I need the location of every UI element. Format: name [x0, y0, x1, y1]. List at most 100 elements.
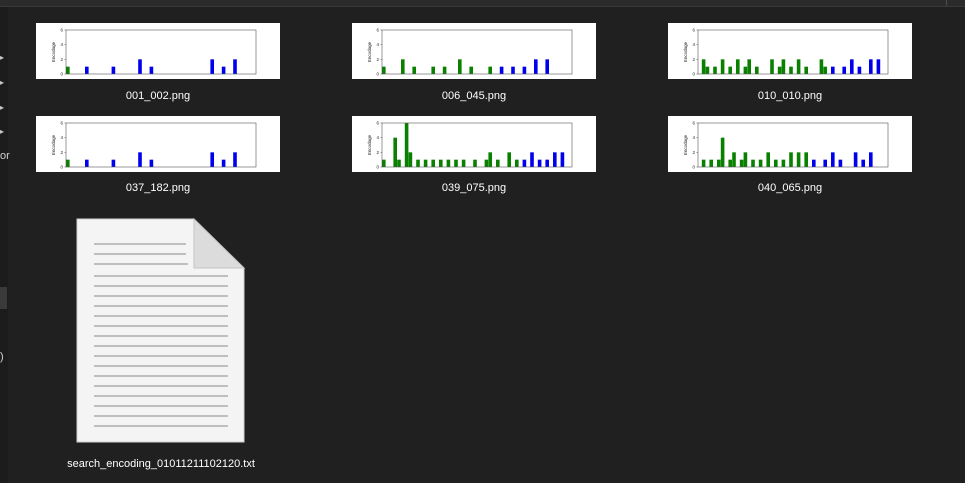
- bar: [515, 159, 519, 167]
- bar: [484, 159, 489, 167]
- y-tick-label: 4: [60, 42, 63, 47]
- bar: [861, 159, 866, 167]
- bar: [777, 66, 782, 74]
- y-tick-label: 6: [376, 121, 379, 126]
- bar: [439, 159, 443, 167]
- bar: [469, 66, 474, 74]
- y-tick-label: 2: [376, 150, 379, 155]
- file-item[interactable]: search_encoding_01011211102120.txt: [67, 217, 255, 470]
- bar: [728, 66, 733, 74]
- bar: [66, 159, 70, 167]
- text-document-icon: [76, 217, 246, 443]
- navigation-pane[interactable]: ▸ ▸ ▸ ▸ or ): [0, 7, 10, 483]
- y-tick-label: 4: [376, 42, 379, 47]
- bar: [111, 159, 116, 167]
- y-axis-label: Encodage: [683, 134, 688, 155]
- bar: [747, 59, 752, 74]
- bar: [789, 152, 793, 167]
- file-name: 039_075.png: [441, 182, 507, 194]
- pin-icon[interactable]: ▸: [0, 103, 5, 112]
- bar: [823, 159, 828, 167]
- y-tick-label: 0: [376, 165, 379, 170]
- image-thumbnail: Encodage 6 4 2 0: [668, 23, 912, 79]
- bar: [560, 152, 565, 167]
- bar: [736, 59, 740, 74]
- plot-frame: [65, 29, 257, 75]
- bar: [819, 59, 824, 74]
- y-tick-label: 0: [692, 72, 695, 77]
- y-tick-label: 4: [692, 42, 695, 47]
- bar: [789, 66, 793, 74]
- bar: [766, 152, 771, 167]
- y-axis-label: Encodage: [51, 134, 56, 155]
- y-tick-label: 4: [376, 135, 379, 140]
- bar: [850, 59, 854, 74]
- bar: [401, 59, 405, 74]
- top-strip: [0, 0, 965, 7]
- y-axis-label: Encodage: [683, 41, 688, 62]
- bar: [545, 59, 550, 74]
- bar: [138, 152, 142, 167]
- bar: [416, 159, 420, 167]
- bar: [534, 59, 538, 74]
- nav-item-selected[interactable]: [0, 287, 7, 309]
- bar: [473, 159, 477, 167]
- bar: [431, 66, 436, 74]
- chart: Encodage 6 4 2 0: [51, 121, 257, 170]
- pin-icon[interactable]: ▸: [0, 127, 5, 136]
- bar: [488, 66, 493, 74]
- bar: [713, 66, 717, 74]
- bar: [149, 66, 154, 74]
- file-name: 040_065.png: [757, 182, 823, 194]
- bar: [545, 159, 550, 167]
- bar: [393, 137, 398, 167]
- y-tick-label: 0: [376, 72, 379, 77]
- bar: [804, 66, 809, 74]
- bar: [857, 66, 862, 74]
- bar: [522, 159, 527, 167]
- bar: [755, 66, 759, 74]
- bar: [66, 66, 70, 74]
- pin-icon[interactable]: ▸: [0, 53, 5, 62]
- bar: [210, 59, 215, 74]
- nav-item-label[interactable]: ): [0, 351, 4, 363]
- bar: [720, 137, 725, 167]
- bar: [382, 66, 386, 74]
- nav-item-label[interactable]: or: [0, 150, 10, 162]
- bar: [781, 59, 786, 74]
- bar: [149, 159, 154, 167]
- y-tick-label: 2: [60, 57, 63, 62]
- y-tick-label: 6: [60, 121, 63, 126]
- bar: [553, 152, 557, 167]
- y-tick-label: 6: [692, 28, 695, 33]
- y-tick-label: 2: [692, 150, 695, 155]
- bar: [728, 159, 733, 167]
- bar: [739, 159, 744, 167]
- bar: [221, 159, 226, 167]
- bar: [233, 59, 237, 74]
- image-thumbnail: Encodage 6 4 2 0: [36, 116, 280, 172]
- bar: [461, 159, 466, 167]
- bar: [853, 152, 858, 167]
- bar: [823, 66, 828, 74]
- y-tick-label: 0: [60, 165, 63, 170]
- bar: [111, 66, 116, 74]
- bar: [842, 66, 847, 74]
- bar: [404, 123, 409, 167]
- bar: [530, 152, 534, 167]
- bar: [796, 59, 801, 74]
- file-name: 010_010.png: [757, 90, 823, 102]
- bar: [876, 59, 881, 74]
- bar: [507, 152, 512, 167]
- bar: [720, 59, 725, 74]
- bar: [85, 66, 89, 74]
- y-tick-label: 0: [692, 165, 695, 170]
- bar: [233, 152, 237, 167]
- y-axis-label: Encodage: [51, 41, 56, 62]
- chart: Encodage 6 4 2 0: [367, 121, 573, 170]
- bar: [709, 159, 714, 167]
- pin-icon[interactable]: ▸: [0, 78, 5, 87]
- image-thumbnail: Encodage 6 4 2 0: [352, 23, 596, 79]
- y-tick-label: 2: [60, 150, 63, 155]
- y-tick-label: 2: [692, 57, 695, 62]
